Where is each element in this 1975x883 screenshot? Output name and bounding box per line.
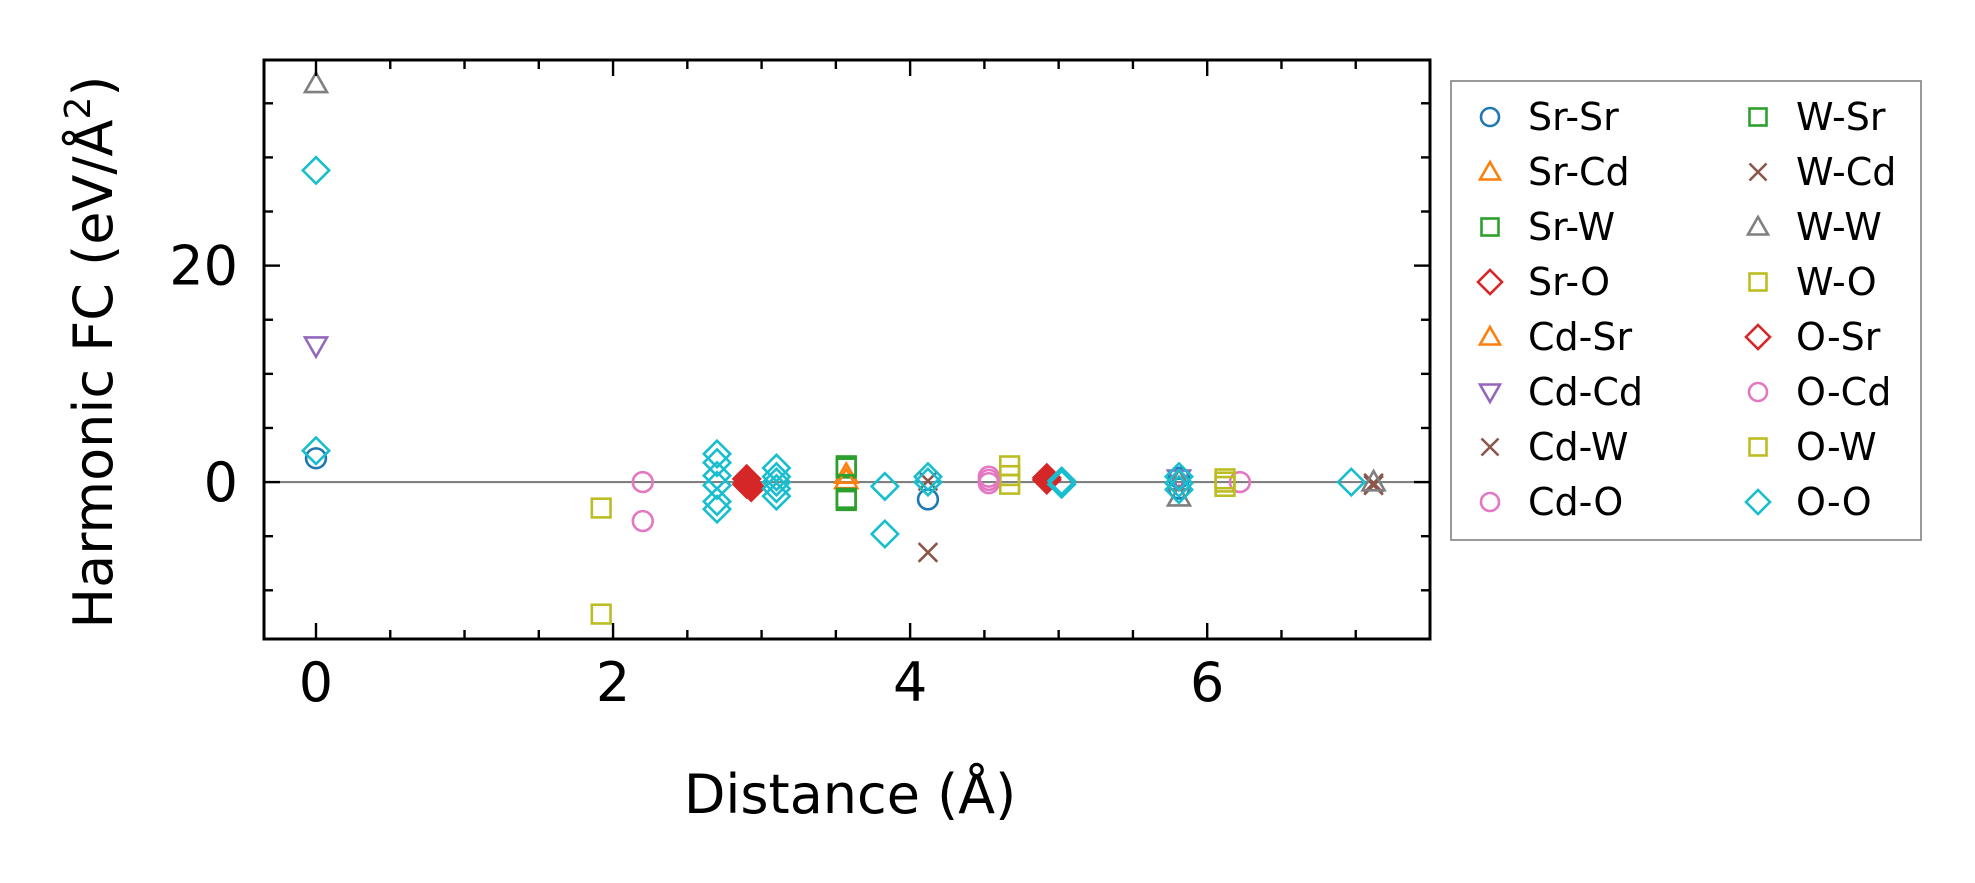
data-point-o-o-18 — [1046, 469, 1077, 500]
data-point-o-o-21 — [1163, 474, 1195, 505]
legend-box — [1450, 80, 1922, 541]
data-point-o-o-2 — [701, 438, 733, 469]
data-point-o-sr-0 — [731, 469, 762, 500]
data-point-o-o-17 — [1046, 465, 1077, 497]
data-point-o-o-11 — [761, 473, 792, 504]
series-o-cd — [977, 468, 1001, 492]
legend-label-w-w: W-W — [1796, 205, 1882, 249]
data-point-cd-o-0 — [631, 470, 654, 494]
data-point-cd-w-1 — [1363, 475, 1384, 496]
legend-marker-sr-sr — [1479, 106, 1501, 128]
y-tick-label-0: 0 — [204, 451, 238, 514]
legend-label-cd-w: Cd-W — [1528, 425, 1628, 469]
data-point-cd-cd-0 — [302, 336, 330, 360]
data-point-o-o-20 — [1163, 468, 1195, 499]
legend-label-sr-sr: Sr-Sr — [1528, 95, 1619, 139]
data-point-w-o-0 — [590, 497, 612, 519]
legend-label-cd-sr: Cd-Sr — [1528, 315, 1632, 359]
plot-area — [264, 70, 1430, 625]
legend-marker-w-o — [1748, 272, 1768, 292]
legend-marker-sr-w — [1480, 217, 1500, 237]
data-point-w-sr-1 — [835, 487, 857, 509]
data-point-o-o-9 — [761, 461, 792, 492]
legend-label-w-o: W-O — [1796, 260, 1877, 304]
legend: Sr-Sr Sr-Cd Sr-W Sr-O Cd-Sr Cd-Cd Cd-W Cd-O W-Sr… — [1450, 80, 1922, 541]
data-point-cd-w-0 — [917, 542, 939, 563]
legend-marker-cd-w — [1480, 437, 1500, 457]
data-point-o-o-19 — [1163, 461, 1195, 492]
legend-marker-o-sr — [1744, 323, 1772, 351]
legend-label-o-sr: O-Sr — [1796, 315, 1881, 359]
data-point-sr-sr-1 — [916, 488, 940, 511]
series-w-w — [302, 70, 1387, 507]
legend-marker-cd-cd — [1477, 383, 1503, 405]
legend-label-sr-w: Sr-W — [1528, 205, 1615, 249]
data-point-w-o-4 — [998, 473, 1021, 495]
data-point-o-cd-0 — [977, 468, 1001, 492]
y-axis-title-close: ) — [62, 76, 125, 97]
legend-label-sr-o: Sr-O — [1528, 260, 1610, 304]
legend-label-o-cd: O-Cd — [1796, 370, 1891, 414]
data-point-o-o-13 — [869, 471, 900, 502]
y-axis-title: Harmonic FC (eV/Å2) — [58, 76, 125, 629]
data-point-w-w-0 — [302, 70, 330, 94]
axes-frame — [262, 58, 1432, 641]
series-w-sr — [835, 455, 857, 509]
legend-label-w-cd: W-Cd — [1796, 150, 1896, 194]
legend-marker-cd-o — [1479, 491, 1501, 513]
data-point-o-o-6 — [701, 486, 733, 517]
data-point-o-w-0 — [1214, 471, 1236, 493]
legend-marker-o-cd — [1747, 381, 1769, 403]
data-point-o-o-7 — [701, 494, 733, 525]
data-point-w-sr-0 — [835, 455, 857, 477]
legend-marker-w-cd — [1748, 162, 1768, 182]
legend-label-w-sr: W-Sr — [1796, 95, 1886, 139]
data-point-o-o-1 — [300, 435, 332, 466]
legend-marker-o-w — [1748, 437, 1768, 457]
legend-marker-o-o — [1744, 488, 1772, 516]
legend-label-cd-cd: Cd-Cd — [1528, 370, 1643, 414]
data-point-o-o-12 — [761, 481, 792, 512]
x-tick-label-6: 6 — [1190, 651, 1224, 714]
series-o-w — [1214, 471, 1236, 493]
legend-marker-sr-o — [1476, 268, 1504, 296]
data-point-o-o-15 — [912, 461, 943, 492]
data-point-sr-cd-0 — [833, 460, 860, 485]
legend-marker-sr-cd — [1477, 159, 1503, 181]
data-point-o-o-0 — [300, 155, 332, 186]
data-point-o-o-3 — [701, 447, 733, 478]
legend-marker-cd-sr — [1477, 324, 1503, 346]
series-sr-cd — [833, 460, 860, 485]
legend-marker-w-sr — [1748, 107, 1768, 127]
series-cd-w — [917, 470, 1384, 563]
data-point-o-o-16 — [912, 467, 943, 498]
x-axis-title: Distance (Å) — [684, 762, 1016, 826]
axes: 0 2 4 6 0 20 — [169, 58, 1432, 714]
data-point-o-o-10 — [761, 467, 792, 498]
data-point-sr-sr-0 — [304, 447, 328, 470]
data-point-cd-o-1 — [631, 509, 654, 533]
x-tick-label-4: 4 — [893, 651, 927, 714]
data-point-cd-o-4 — [1228, 470, 1252, 494]
legend-label-cd-o: Cd-O — [1528, 480, 1623, 524]
y-axis-title-superscript: 2 — [58, 97, 99, 120]
y-axis-title-main: Harmonic FC (eV/Å — [61, 119, 125, 628]
data-point-o-o-5 — [701, 470, 733, 501]
data-point-o-o-22 — [1336, 467, 1367, 498]
y-tick-label-20: 20 — [169, 235, 238, 298]
x-tick-label-0: 0 — [299, 651, 333, 714]
data-point-w-w-3 — [1360, 468, 1387, 492]
data-point-w-o-1 — [590, 603, 612, 625]
legend-label-o-w: O-W — [1796, 425, 1877, 469]
series-o-o — [300, 155, 1367, 550]
legend-label-sr-cd: Sr-Cd — [1528, 150, 1630, 194]
data-point-o-o-14 — [869, 518, 900, 550]
legend-label-o-o: O-O — [1796, 480, 1872, 524]
legend-marker-w-w — [1745, 214, 1771, 236]
x-tick-label-2: 2 — [596, 651, 630, 714]
series-o-sr — [731, 464, 1062, 500]
